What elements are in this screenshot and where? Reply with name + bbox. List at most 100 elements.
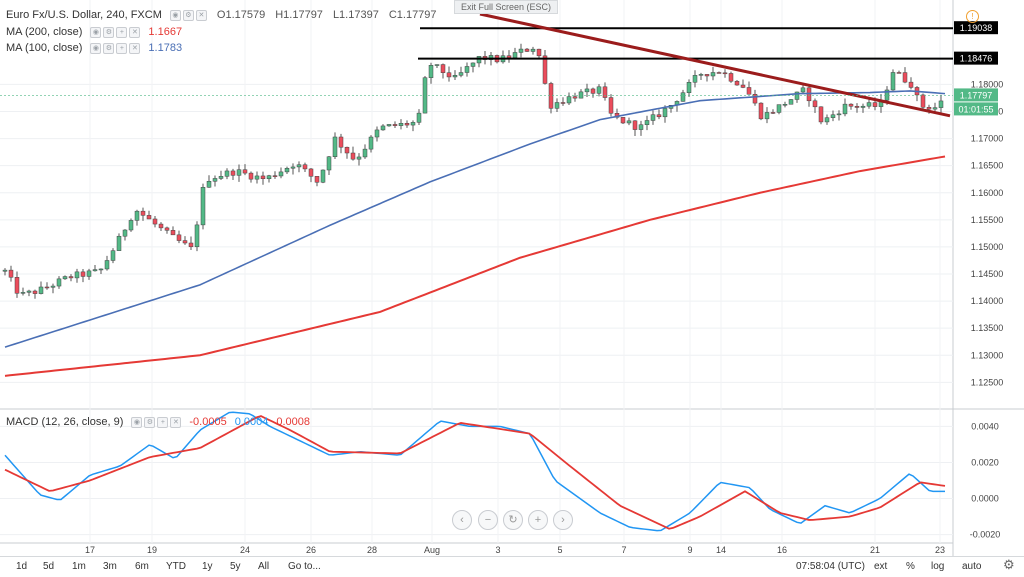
more-icon[interactable]: + (157, 416, 169, 428)
candle-body (812, 100, 818, 108)
gear-icon[interactable]: ⚙ (1003, 557, 1015, 572)
candle-body (830, 114, 836, 118)
candle-body (182, 240, 188, 244)
timeframe-all[interactable]: All (258, 561, 270, 572)
close-icon[interactable]: ✕ (129, 42, 141, 54)
candle-body (32, 290, 38, 294)
timeframe-5y[interactable]: 5y (230, 561, 241, 572)
candle-body (932, 107, 938, 110)
candle-body (710, 72, 716, 77)
macd-legend: MACD (12, 26, close, 9) ◉ ⚙ + ✕ -0.0005 0.0… (6, 416, 310, 428)
price-label-text: 1.18476 (960, 54, 993, 64)
log-toggle[interactable]: log (931, 561, 945, 572)
candle-body (284, 167, 290, 173)
candle-body (374, 129, 380, 138)
price-label-text: 1.19038 (960, 23, 993, 33)
time-tick-label: 26 (306, 545, 316, 555)
timeframe-ytd[interactable]: YTD (166, 561, 186, 572)
timeframe-5d[interactable]: 5d (43, 561, 55, 572)
close-icon[interactable]: ✕ (170, 416, 182, 428)
zoom-out-button[interactable]: − (478, 510, 498, 530)
exit-fullscreen-button[interactable]: Exit Full Screen (ESC) (454, 0, 559, 14)
candle-body (8, 269, 14, 278)
ohlc-close: C1.17797 (388, 9, 437, 21)
countdown-box (954, 102, 998, 116)
settings-icon[interactable]: ⚙ (144, 416, 156, 428)
time-tick-label: 24 (240, 545, 250, 555)
candle-body (146, 215, 152, 220)
goto-button[interactable]: Go to... (288, 561, 321, 572)
candle-body (818, 106, 824, 123)
ma100-controls[interactable]: ◉ ⚙ + ✕ (90, 42, 141, 54)
candle-body (434, 64, 440, 66)
ma100-value: 1.1783 (148, 42, 183, 54)
candle-body (74, 271, 80, 279)
eye-icon[interactable]: ◉ (169, 9, 181, 21)
zoom-in-button[interactable]: + (528, 510, 548, 530)
settings-icon[interactable]: ⚙ (103, 26, 115, 38)
candle-body (224, 170, 230, 177)
candle-body (884, 89, 890, 101)
timeframe-6m[interactable]: 6m (135, 561, 149, 572)
candle-body (200, 187, 206, 226)
close-icon[interactable]: ✕ (195, 9, 207, 21)
candle-body (266, 175, 272, 180)
close-icon[interactable]: ✕ (129, 26, 141, 38)
more-icon[interactable]: + (116, 42, 128, 54)
time-tick-label: 28 (367, 545, 377, 555)
candle-body (590, 88, 596, 94)
settings-icon[interactable]: ⚙ (103, 42, 115, 54)
candle-body (62, 276, 68, 280)
timeframe-1y[interactable]: 1y (202, 561, 213, 572)
symbol-legend-controls[interactable]: ◉ ⚙ ✕ (169, 9, 207, 21)
macd-controls[interactable]: ◉ ⚙ + ✕ (131, 416, 182, 428)
timeframe-3m[interactable]: 3m (103, 561, 117, 572)
time-tick-label: 21 (870, 545, 880, 555)
macd-hist-value: -0.0005 (189, 416, 227, 428)
ma100-label: MA (100, close) (6, 42, 83, 54)
eye-icon[interactable]: ◉ (131, 416, 143, 428)
candle-body (176, 234, 182, 241)
candle-body (692, 75, 698, 83)
eye-icon[interactable]: ◉ (90, 42, 102, 54)
time-tick-label: 5 (557, 545, 562, 555)
candle-body (350, 152, 356, 160)
eye-icon[interactable]: ◉ (90, 26, 102, 38)
auto-toggle[interactable]: auto (962, 561, 982, 572)
chart-background (0, 0, 1024, 556)
candle-body (584, 88, 590, 93)
ma200-label: MA (200, close) (6, 26, 83, 38)
scroll-right-button[interactable]: › (553, 510, 573, 530)
macd-tick-label: 0.0040 (971, 421, 999, 431)
alarm-icon[interactable]: ! (966, 10, 979, 23)
candle-body (920, 94, 926, 108)
candle-body (104, 260, 110, 270)
candle-body (602, 86, 608, 98)
candle-body (44, 286, 50, 289)
price-tick-label: 1.13500 (971, 323, 1004, 333)
scroll-left-button[interactable]: ‹ (452, 510, 472, 530)
candle-body (860, 105, 866, 108)
candle-body (764, 112, 770, 120)
candle-body (92, 269, 98, 272)
candle-body (80, 271, 86, 277)
price-chart[interactable]: 1.180001.175001.170001.165001.160001.155… (0, 0, 1024, 556)
candle-body (788, 99, 794, 105)
ma200-controls[interactable]: ◉ ⚙ + ✕ (90, 26, 141, 38)
macd-tick-label: 0.0020 (971, 457, 999, 467)
timeframe-1m[interactable]: 1m (72, 561, 86, 572)
ext-toggle[interactable]: ext (874, 561, 888, 572)
candle-body (650, 114, 656, 121)
more-icon[interactable]: + (116, 26, 128, 38)
candle-body (758, 102, 764, 120)
trendline (479, 12, 951, 118)
timeframe-1d[interactable]: 1d (16, 561, 28, 572)
time-tick-label: 16 (777, 545, 787, 555)
price-label-text: 1.17797 (960, 90, 993, 100)
reset-chart-button[interactable]: ↻ (503, 510, 523, 530)
candle-body (770, 112, 776, 114)
candle-body (740, 84, 746, 88)
candle-body (728, 73, 734, 82)
settings-icon[interactable]: ⚙ (182, 9, 194, 21)
percent-toggle[interactable]: % (906, 561, 915, 572)
